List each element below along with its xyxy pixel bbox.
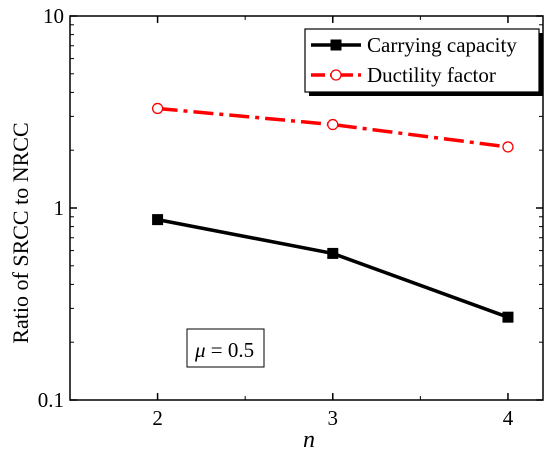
x-tick-label: 3 bbox=[328, 406, 339, 430]
series-line-0 bbox=[157, 217, 509, 319]
legend: Carrying capacity Ductility factor bbox=[304, 28, 543, 96]
data-point-1 bbox=[327, 118, 339, 131]
y-tick-label: 1 bbox=[54, 196, 65, 220]
data-point-1 bbox=[151, 102, 164, 115]
series-layer bbox=[151, 102, 514, 323]
x-tick-label: 2 bbox=[152, 406, 163, 430]
axis-ticks: 2 3 4 0.1 1 10 bbox=[38, 4, 543, 430]
legend-box bbox=[304, 28, 540, 93]
y-tick-label: 10 bbox=[43, 4, 64, 28]
legend-label-0: Carrying capacity bbox=[367, 33, 517, 57]
annotation-text: μ = 0.5 bbox=[194, 338, 254, 362]
data-point-1 bbox=[502, 141, 514, 153]
annotation-value: = 0.5 bbox=[206, 338, 255, 362]
data-point-0 bbox=[502, 311, 514, 323]
series-line-1 bbox=[157, 106, 509, 149]
x-axis-title: n bbox=[303, 427, 315, 453]
annotation-border bbox=[186, 328, 265, 368]
legend-marker-0 bbox=[330, 39, 342, 51]
data-point-0 bbox=[327, 247, 339, 259]
y-axis-title: Ratio of SRCC to NRCC bbox=[8, 122, 33, 343]
y-tick-label: 0.1 bbox=[38, 388, 64, 412]
data-point-0 bbox=[152, 214, 164, 226]
legend-marker-1 bbox=[330, 69, 342, 81]
annotation-box: μ = 0.5 bbox=[186, 328, 265, 368]
annotation-symbol: μ bbox=[194, 338, 206, 362]
x-tick-label: 4 bbox=[503, 406, 514, 430]
legend-label-1: Ductility factor bbox=[367, 63, 496, 87]
